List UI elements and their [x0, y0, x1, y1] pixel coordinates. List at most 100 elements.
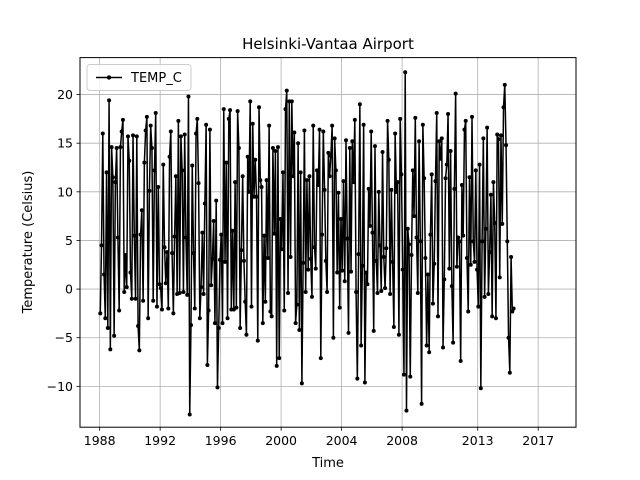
data-point — [230, 228, 235, 233]
data-point — [407, 242, 411, 247]
data-point — [380, 149, 385, 154]
data-point — [234, 305, 239, 310]
data-point — [444, 162, 449, 167]
data-point — [244, 332, 249, 337]
data-point — [313, 266, 318, 271]
data-point — [331, 335, 336, 340]
data-point — [388, 291, 393, 296]
data-point — [404, 408, 409, 413]
data-point — [299, 381, 304, 386]
data-point — [279, 247, 284, 252]
data-point — [315, 168, 320, 173]
data-point — [257, 105, 262, 110]
data-point — [99, 243, 104, 248]
data-point — [448, 148, 453, 153]
data-point — [441, 345, 446, 350]
data-point — [364, 270, 369, 275]
data-point — [362, 380, 367, 385]
data-point — [118, 145, 123, 150]
data-point — [160, 307, 165, 312]
data-point — [433, 179, 438, 184]
x-tick-label: 2008 — [386, 433, 418, 448]
data-point — [114, 146, 119, 151]
data-point — [206, 308, 211, 313]
data-point — [204, 122, 209, 127]
data-point — [481, 136, 486, 141]
data-point — [289, 99, 294, 104]
data-point — [201, 291, 206, 296]
data-point — [401, 372, 406, 377]
data-point — [298, 170, 303, 175]
data-point — [221, 107, 226, 112]
data-point — [483, 226, 488, 231]
data-point — [346, 330, 351, 335]
data-point — [383, 286, 388, 291]
data-point — [263, 299, 268, 304]
data-point — [120, 117, 125, 122]
data-point — [403, 70, 408, 75]
data-point — [486, 291, 491, 296]
data-point — [183, 235, 188, 240]
data-point — [359, 343, 364, 348]
data-point — [98, 311, 103, 316]
data-point — [154, 304, 159, 309]
data-point — [491, 180, 496, 185]
data-point — [370, 230, 375, 235]
data-point — [302, 128, 307, 133]
data-point — [511, 306, 516, 311]
data-point — [457, 239, 462, 244]
data-point — [374, 258, 379, 263]
data-point — [463, 118, 468, 123]
data-point — [422, 176, 427, 181]
data-point — [435, 314, 440, 319]
data-point — [277, 356, 282, 361]
data-point — [253, 157, 258, 162]
data-point — [245, 154, 250, 159]
data-point — [241, 258, 246, 263]
data-point — [105, 325, 110, 330]
data-point — [427, 350, 432, 355]
data-point — [335, 270, 340, 275]
data-point — [109, 145, 114, 150]
data-point — [113, 180, 118, 185]
data-point — [317, 127, 322, 132]
data-point — [361, 122, 366, 127]
data-point — [347, 146, 352, 151]
data-point — [492, 220, 497, 225]
data-point — [414, 235, 419, 240]
data-point — [210, 256, 215, 261]
data-point — [158, 286, 163, 291]
data-point — [233, 180, 238, 185]
data-point — [367, 223, 372, 228]
legend-marker — [106, 75, 112, 80]
x-axis: 1988 1992 1996 2000 2004 2008 2013 2017 — [84, 427, 554, 448]
data-point — [138, 232, 143, 237]
x-tick-label: 1992 — [144, 433, 176, 448]
data-point — [355, 376, 360, 381]
data-point — [430, 301, 435, 306]
data-point — [369, 129, 374, 134]
data-point — [379, 289, 384, 294]
data-point — [215, 385, 220, 390]
chart-title: Helsinki-Vantaa Airport — [242, 35, 414, 53]
data-point — [468, 262, 473, 267]
data-point — [239, 248, 244, 253]
data-point — [493, 316, 498, 321]
data-point — [171, 311, 176, 316]
data-point — [461, 233, 466, 238]
data-point — [148, 123, 153, 128]
x-tick-label: 1988 — [84, 433, 116, 448]
data-point — [393, 131, 398, 136]
data-point — [505, 239, 510, 244]
data-point — [170, 251, 175, 256]
data-point — [273, 148, 278, 153]
data-point — [408, 374, 413, 379]
data-point — [442, 277, 447, 282]
data-point — [459, 183, 464, 188]
data-point — [412, 214, 417, 219]
data-point — [205, 362, 210, 367]
data-point — [262, 233, 267, 238]
data-point — [386, 157, 391, 162]
data-point — [131, 133, 136, 138]
data-point — [372, 144, 377, 149]
